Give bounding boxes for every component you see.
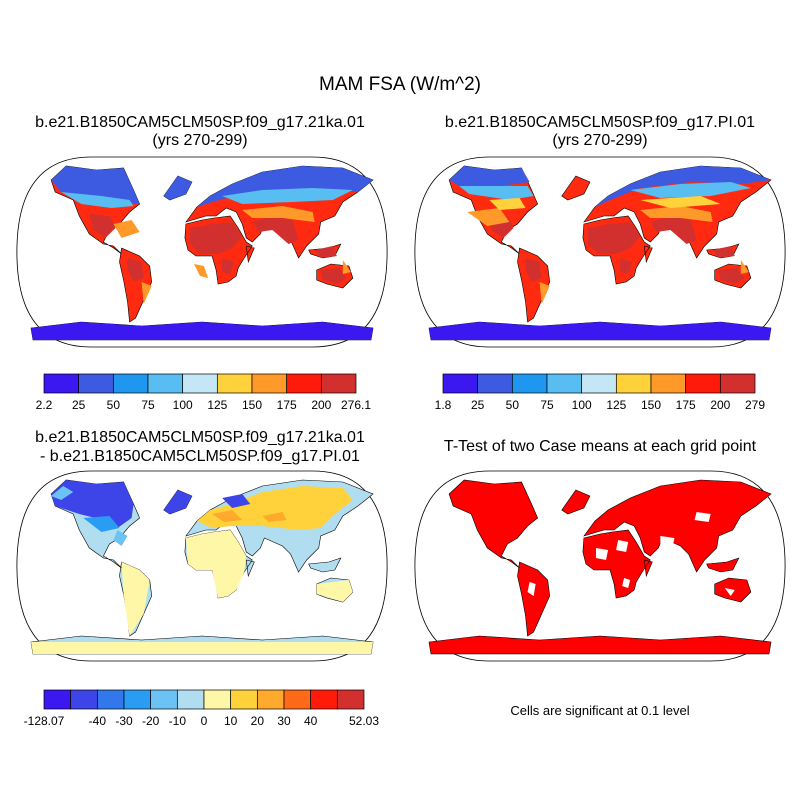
colorbar-swatch <box>203 689 232 710</box>
colorbar-label: 279 <box>744 398 766 412</box>
colorbar-label: 40 <box>303 714 318 728</box>
colorbar-swatch <box>147 373 184 394</box>
colorbar-label: 175 <box>675 398 696 412</box>
colorbar-label: 200 <box>311 398 332 412</box>
colorbar-swatch <box>112 373 149 394</box>
colorbar-swatch <box>78 373 114 394</box>
panel-title-top-right-line1: b.e21.B1850CAM5CLM50SP.f09_g17.PI.01 <box>444 114 756 131</box>
colorbar-label: 175 <box>276 398 297 412</box>
colorbar-swatch <box>176 689 205 710</box>
colorbar-label: -20 <box>141 714 160 728</box>
colorbar-swatch <box>182 373 218 394</box>
colorbar-label: 30 <box>277 714 291 728</box>
colorbar-label: 200 <box>710 398 731 412</box>
colorbar-label: 50 <box>106 398 121 412</box>
map-bottom-right <box>414 470 786 662</box>
colorbar-swatch <box>256 689 285 710</box>
colorbar-label: -40 <box>88 714 106 728</box>
panel-title-bottom-left-line1: b.e21.B1850CAM5CLM50SP.f09_g17.21ka.01 <box>35 429 365 446</box>
colorbar-label: -128.07 <box>23 714 65 728</box>
colorbar-swatch <box>123 689 152 710</box>
map-top-left <box>16 156 388 348</box>
colorbar-label: 75 <box>540 398 554 412</box>
colorbar-swatch <box>546 373 583 394</box>
colorbar-swatch <box>43 689 72 710</box>
colorbar-bottom-left <box>43 689 365 710</box>
colorbar-swatch <box>615 373 652 394</box>
colorbar-label: -10 <box>168 714 186 728</box>
colorbar-label: 100 <box>172 398 193 412</box>
colorbar-label: 1.8 <box>434 398 452 412</box>
colorbar-swatch <box>685 373 721 394</box>
colorbar-swatch <box>230 689 258 710</box>
colorbar-label: 0 <box>200 714 208 728</box>
colorbar-label: 2.2 <box>35 398 53 412</box>
colorbar-swatch <box>96 689 125 710</box>
colorbar-label: 10 <box>223 714 238 728</box>
colorbar-label: 50 <box>505 398 520 412</box>
colorbar-swatch <box>650 373 687 394</box>
colorbar-label: 125 <box>606 398 627 412</box>
colorbar-swatch <box>442 373 479 394</box>
colorbar-label: 100 <box>571 398 592 412</box>
colorbar-label: -30 <box>115 714 133 728</box>
colorbar-label: 150 <box>640 398 662 412</box>
colorbar-swatch <box>43 373 80 394</box>
colorbar-top-left <box>43 373 357 394</box>
panel-title-bottom-right: T-Test of two Case means at each grid po… <box>443 438 757 455</box>
figure-title: MAM FSA (W/m^2) <box>319 74 481 95</box>
colorbar-swatch <box>310 689 338 710</box>
colorbar-label: 25 <box>71 398 86 412</box>
colorbar-swatch <box>251 373 288 394</box>
colorbar-label: 75 <box>141 398 155 412</box>
colorbar-swatch <box>581 373 617 394</box>
significance-note: Cells are significant at 0.1 level <box>510 703 690 718</box>
colorbar-swatch <box>336 689 365 710</box>
colorbar-label: 125 <box>207 398 228 412</box>
colorbar-top-right <box>442 373 756 394</box>
map-top-right <box>414 156 786 348</box>
colorbar-label: 276.1 <box>340 398 372 412</box>
colorbar-swatch <box>216 373 253 394</box>
map-bottom-left <box>16 470 388 662</box>
colorbar-swatch <box>286 373 322 394</box>
colorbar-label: 150 <box>241 398 263 412</box>
colorbar-swatch <box>150 689 178 710</box>
colorbar-swatch <box>320 373 357 394</box>
panel-title-top-left-line2: (yrs 270-299) <box>152 132 248 149</box>
colorbar-swatch <box>511 373 548 394</box>
colorbar-label: 52.03 <box>348 714 380 728</box>
colorbar-swatch <box>477 373 513 394</box>
panel-title-top-right-line2: (yrs 270-299) <box>552 132 648 149</box>
colorbar-swatch <box>283 689 312 710</box>
colorbar-swatch <box>719 373 756 394</box>
panel-title-top-left-line1: b.e21.B1850CAM5CLM50SP.f09_g17.21ka.01 <box>35 114 365 131</box>
panel-title-bottom-left-line2: - b.e21.B1850CAM5CLM50SP.f09_g17.PI.01 <box>40 448 360 465</box>
colorbar-label: 25 <box>470 398 485 412</box>
colorbar-label: 20 <box>250 714 265 728</box>
colorbar-swatch <box>70 689 98 710</box>
